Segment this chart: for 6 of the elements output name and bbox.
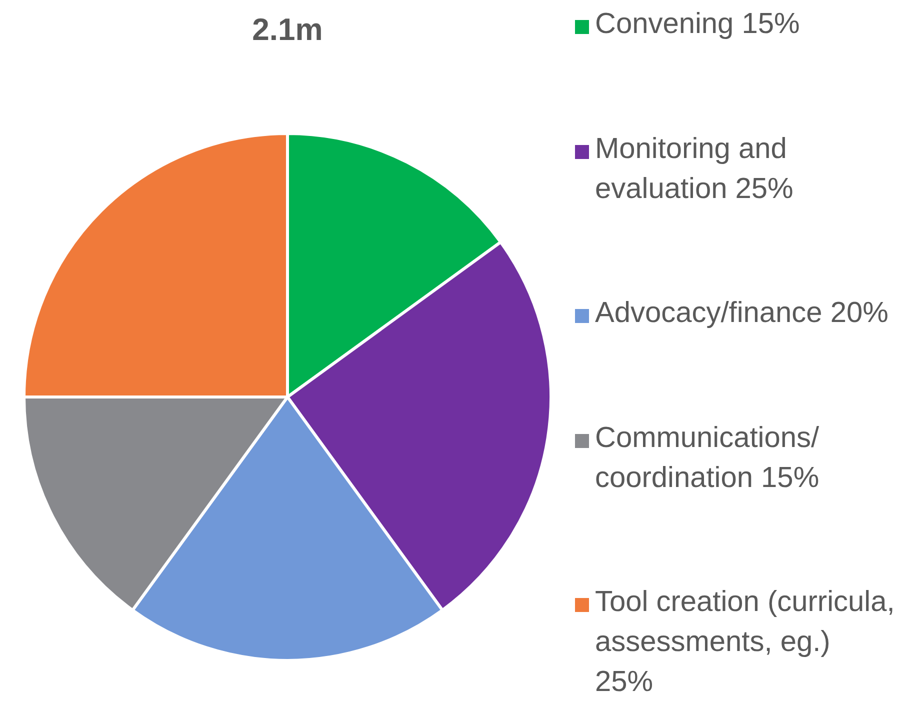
legend-label: Monitoring and evaluation 25% bbox=[595, 132, 794, 206]
chart-title: 2.1m bbox=[251, 12, 324, 48]
legend-label: Convening 15% bbox=[595, 7, 800, 42]
legend-label: Tool creation (curricula, assessments, eg.) 25% bbox=[595, 585, 895, 700]
legend-label: Communications/coordination 15% bbox=[595, 420, 820, 496]
legend-label: Advocacy/finance 20% bbox=[595, 296, 888, 331]
